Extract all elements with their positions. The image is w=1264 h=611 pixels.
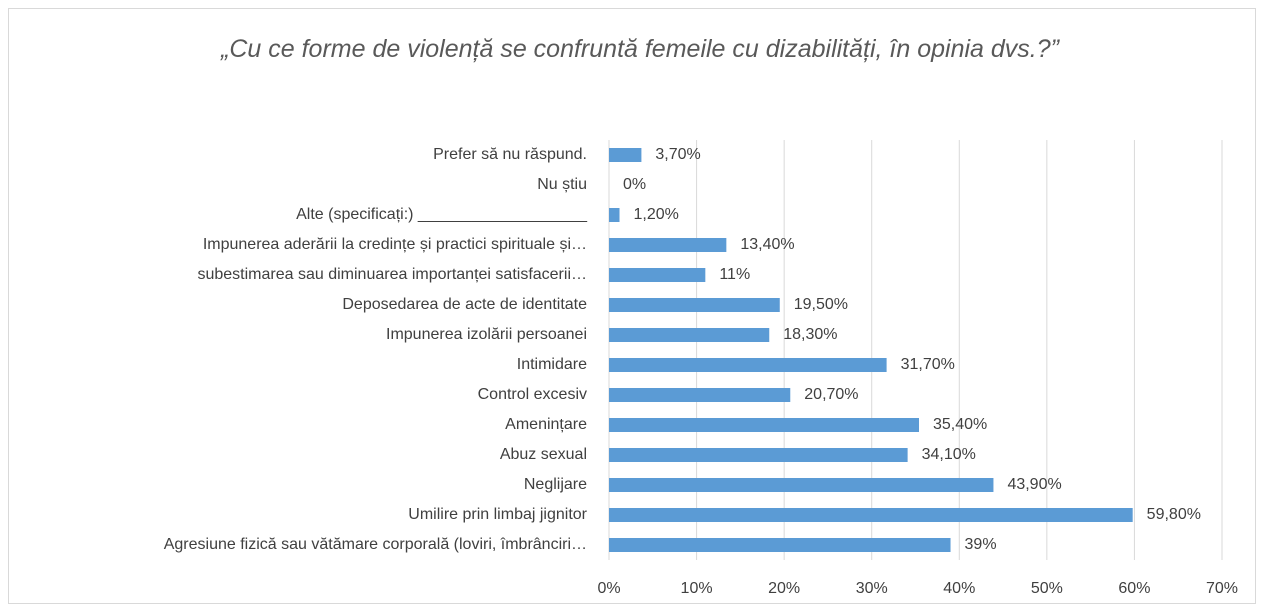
- bar: [609, 478, 994, 492]
- data-label: 18,30%: [783, 326, 837, 343]
- x-tick-label: 60%: [1118, 580, 1150, 597]
- bar: [609, 418, 920, 432]
- data-label: 3,70%: [655, 146, 700, 163]
- data-label: 0%: [623, 176, 646, 193]
- y-tick-label: subestimarea sau diminuarea importanței …: [197, 266, 587, 283]
- data-label: 13,40%: [740, 236, 794, 253]
- data-label: 19,50%: [794, 296, 848, 313]
- bar: [609, 238, 727, 252]
- bar: [609, 388, 791, 402]
- x-tick-label: 0%: [597, 580, 620, 597]
- bar: [609, 538, 951, 552]
- bar: [609, 328, 770, 342]
- y-tick-label: Agresiune fizică sau vătămare corporală …: [164, 536, 587, 553]
- bar: [609, 508, 1133, 522]
- data-label: 34,10%: [922, 446, 976, 463]
- y-tick-label: Alte (specificați:) ___________________: [296, 206, 588, 223]
- data-label: 35,40%: [933, 416, 987, 433]
- y-tick-label: Impunerea aderării la credințe și practi…: [203, 236, 587, 253]
- y-tick-label: Prefer să nu răspund.: [433, 146, 587, 163]
- y-tick-label: Deposedarea de acte de identitate: [342, 296, 587, 313]
- y-tick-label: Umilire prin limbaj jignitor: [408, 506, 587, 523]
- y-tick-label: Impunerea izolării persoanei: [386, 326, 587, 343]
- y-tick-label: Neglijare: [524, 476, 587, 493]
- x-tick-label: 70%: [1206, 580, 1238, 597]
- bar: [609, 358, 887, 372]
- y-tick-label: Amenințare: [505, 416, 587, 433]
- data-label: 1,20%: [634, 206, 679, 223]
- data-label: 11%: [719, 266, 750, 283]
- data-label: 43,90%: [1007, 476, 1061, 493]
- y-tick-label: Control excesiv: [478, 386, 587, 403]
- bar: [609, 208, 620, 222]
- y-tick-label: Intimidare: [517, 356, 587, 373]
- chart-title: „Cu ce forme de violență se confruntă fe…: [221, 35, 1059, 63]
- y-tick-label: Abuz sexual: [500, 446, 587, 463]
- x-tick-label: 40%: [943, 580, 975, 597]
- bar: [609, 148, 642, 162]
- x-tick-label: 50%: [1031, 580, 1063, 597]
- x-tick-label: 10%: [681, 580, 713, 597]
- bar: [609, 298, 780, 312]
- y-tick-label: Nu știu: [537, 176, 587, 193]
- x-tick-label: 30%: [856, 580, 888, 597]
- data-label: 39%: [965, 536, 997, 553]
- bar: [609, 268, 706, 282]
- x-tick-label: 20%: [768, 580, 800, 597]
- data-label: 20,70%: [804, 386, 858, 403]
- data-label: 31,70%: [901, 356, 955, 373]
- bar: [609, 448, 908, 462]
- data-label: 59,80%: [1147, 506, 1201, 523]
